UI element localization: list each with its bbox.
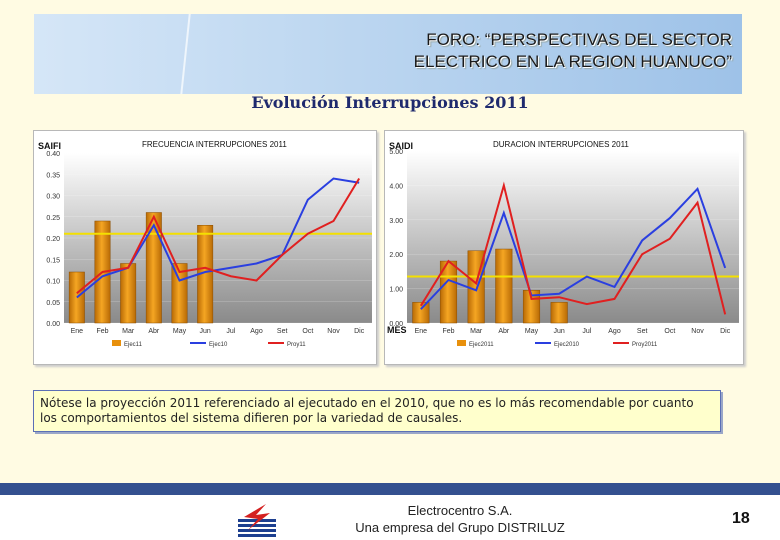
series-line	[420, 186, 727, 310]
chart-frecuencia-panel: SAIFI FRECUENCIA INTERRUPCIONES 2011 0.00 0…	[33, 130, 377, 365]
y-axis-label: SAIDI	[389, 141, 413, 151]
y-tick-label: 0.35	[46, 172, 60, 179]
note-box: Nótese la proyección 2011 referenciado a…	[33, 390, 721, 432]
chart-frecuencia: SAIFI FRECUENCIA INTERRUPCIONES 2011 0.00 0…	[38, 140, 372, 348]
bar	[412, 302, 430, 324]
series-line	[76, 177, 361, 295]
plot-area	[64, 153, 372, 323]
legend-swatch	[112, 340, 121, 346]
x-axis-label: MES	[387, 325, 407, 335]
bar	[550, 302, 568, 324]
x-tick-label: Ene	[71, 328, 84, 335]
legend-label: Proy2011	[632, 342, 658, 348]
header-title-line2: ELECTRICO EN LA REGION HUANUCO”	[413, 52, 732, 71]
y-tick-label: 0.00	[46, 321, 60, 328]
x-tick-label: Abr	[148, 328, 160, 335]
chart-title: DURACION INTERRUPCIONES 2011	[493, 140, 629, 149]
y-tick-label: 0.30	[46, 194, 60, 201]
footer-company: Electrocentro S.A. Una empresa del Grupo…	[320, 502, 600, 536]
legend-label: Ejec10	[209, 342, 228, 348]
x-tick-label: Mar	[470, 328, 483, 335]
slide-subtitle: Evolución Interrupciones 2011	[251, 93, 529, 112]
company-name: Electrocentro S.A.	[407, 503, 513, 518]
y-tick-label: 5.00	[389, 149, 403, 156]
x-tick-label: Dic	[354, 328, 365, 335]
x-tick-label: Nov	[327, 328, 340, 335]
x-tick-label: Jul	[226, 328, 235, 335]
header-title-line1: FORO: “PERSPECTIVAS DEL SECTOR	[426, 30, 732, 49]
footer-area	[0, 495, 780, 540]
chart-duracion: SAIDI DURACION INTERRUPCIONES 2011 MES0.00…	[387, 140, 739, 348]
x-tick-label: May	[525, 328, 539, 335]
x-tick-label: Feb	[442, 328, 454, 335]
legend-label: Proy11	[287, 342, 306, 348]
slide-header: FORO: “PERSPECTIVAS DEL SECTOR ELECTRICO…	[34, 14, 742, 94]
page-number: 18	[732, 510, 750, 527]
x-tick-label: Jul	[582, 328, 591, 335]
chart-title: FRECUENCIA INTERRUPCIONES 2011	[142, 140, 287, 149]
x-tick-label: Ago	[608, 328, 621, 335]
legend-label: Ejec11	[124, 342, 143, 348]
x-tick-label: Set	[637, 328, 648, 335]
y-tick-label: 3.00	[389, 218, 403, 225]
plot-area	[407, 151, 739, 323]
y-tick-label: 0.25	[46, 215, 60, 222]
legend-swatch	[457, 340, 466, 346]
x-tick-label: Mar	[122, 328, 135, 335]
y-tick-label: 0.20	[46, 236, 60, 243]
x-tick-label: Oct	[664, 328, 675, 335]
x-tick-label: Jun	[554, 328, 565, 335]
y-tick-label: 0.40	[46, 151, 60, 158]
x-tick-label: Dic	[720, 328, 731, 335]
y-tick-label: 0.05	[46, 300, 60, 307]
x-tick-label: Set	[277, 328, 288, 335]
bar	[495, 248, 513, 324]
company-group: Una empresa del Grupo DISTRILUZ	[355, 520, 565, 535]
x-tick-label: May	[173, 328, 187, 335]
y-axis-label: SAIFI	[38, 141, 61, 151]
bar	[120, 263, 137, 324]
chart-duracion-panel: SAIDI DURACION INTERRUPCIONES 2011 MES 0.00…	[384, 130, 744, 365]
x-tick-label: Ago	[250, 328, 263, 335]
bar	[68, 271, 85, 324]
header-streak	[178, 14, 192, 94]
y-tick-label: 0.15	[46, 257, 60, 264]
y-tick-label: 0.10	[46, 279, 60, 286]
y-tick-label: 0.00	[389, 321, 403, 328]
x-tick-label: Ene	[415, 328, 428, 335]
legend-label: Ejec2011	[469, 342, 494, 348]
series-line	[419, 181, 727, 315]
x-tick-label: Nov	[691, 328, 704, 335]
legend-label: Ejec2010	[554, 342, 580, 348]
bar	[145, 212, 162, 324]
footer-bar	[0, 483, 780, 495]
x-tick-label: Oct	[302, 328, 313, 335]
x-tick-label: Abr	[498, 328, 510, 335]
y-tick-label: 1.00	[389, 287, 403, 294]
x-tick-label: Jun	[200, 328, 211, 335]
company-logo	[236, 500, 278, 538]
y-tick-label: 4.00	[389, 183, 403, 190]
y-tick-label: 2.00	[389, 252, 403, 259]
x-tick-label: Feb	[96, 328, 108, 335]
